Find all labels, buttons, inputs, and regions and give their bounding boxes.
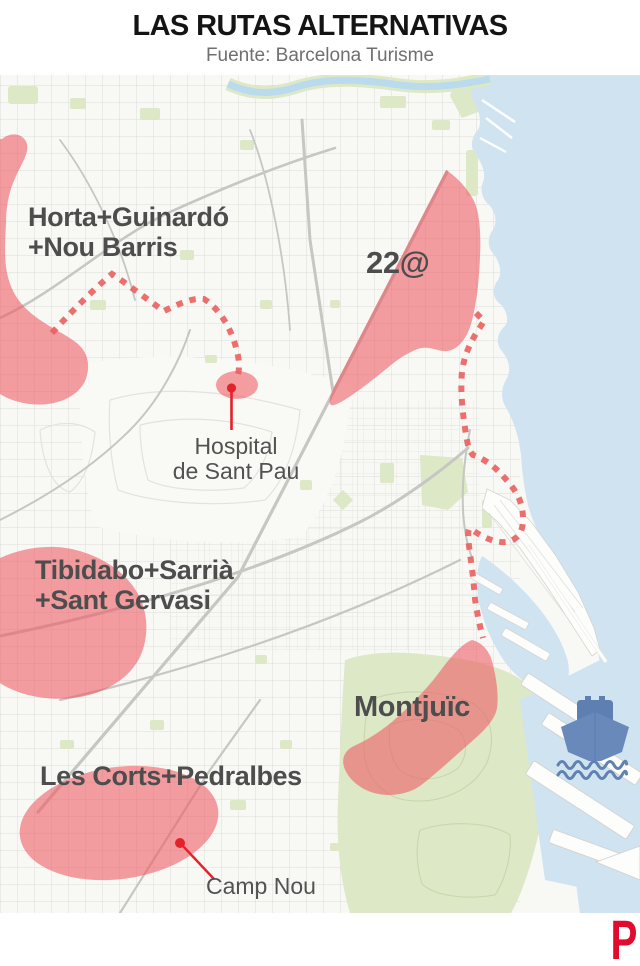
parks	[8, 75, 549, 913]
ship-icon	[556, 696, 629, 780]
zone-hospital-area	[216, 371, 258, 399]
zone-label-22at-line1: 22@	[366, 245, 430, 280]
route-dotted	[49, 270, 527, 639]
zone-horta-area	[0, 134, 89, 405]
zone-22at-area	[329, 170, 481, 406]
poi-label-campnou-line1: Camp Nou	[206, 873, 316, 899]
zone-label-lescorts: Les Corts+Pedralbes	[40, 761, 302, 791]
zones	[0, 134, 498, 881]
publisher-logo: P	[610, 908, 637, 966]
zone-label-montjuic-line1: Montjuïc	[354, 691, 471, 723]
campnou-callout-line	[181, 844, 215, 880]
campnou-dot	[175, 838, 185, 848]
zone-label-tibidabo-line1: Tibidabo+Sarrià	[35, 555, 234, 585]
callouts	[175, 383, 237, 880]
source-caption: Fuente: Barcelona Turisme	[205, 45, 435, 66]
hills	[39, 356, 352, 543]
zone-label-montjuic: Montjuïc	[354, 691, 470, 723]
poi-label-hospital: Hospital de Sant Pau	[150, 434, 322, 484]
poi-label-hospital-line2: de Sant Pau	[172, 457, 300, 484]
hospital-dot	[226, 383, 237, 393]
zone-label-horta-line2: +Nou Barris	[28, 232, 178, 263]
zone-lescorts-area	[19, 765, 219, 881]
zone-label-tibidabo-line2: +Sant Gervasi	[35, 585, 211, 616]
route-north	[49, 270, 243, 379]
route-coast	[458, 310, 527, 639]
zone-label-lescorts-line1: Les Corts+Pedralbes	[40, 761, 302, 791]
zone-label-22at: 22@	[366, 245, 430, 281]
besos-river	[225, 72, 492, 99]
zone-label-horta: Horta+Guinardó +Nou Barris	[28, 202, 229, 262]
zone-montjuic-area	[343, 640, 498, 795]
poi-label-campnou: Camp Nou	[206, 874, 316, 899]
header: LAS RUTAS ALTERNATIVAS Fuente: Barcelona…	[0, 0, 640, 75]
zone-tibidabo-area	[0, 546, 147, 699]
zone-label-horta-line1: Horta+Guinardó	[28, 202, 229, 232]
footer: P	[0, 908, 640, 966]
zone-label-tibidabo: Tibidabo+Sarrià +Sant Gervasi	[35, 555, 234, 616]
page-title: LAS RUTAS ALTERNATIVAS	[132, 10, 508, 42]
poi-label-hospital-line1: Hospital	[194, 433, 278, 459]
